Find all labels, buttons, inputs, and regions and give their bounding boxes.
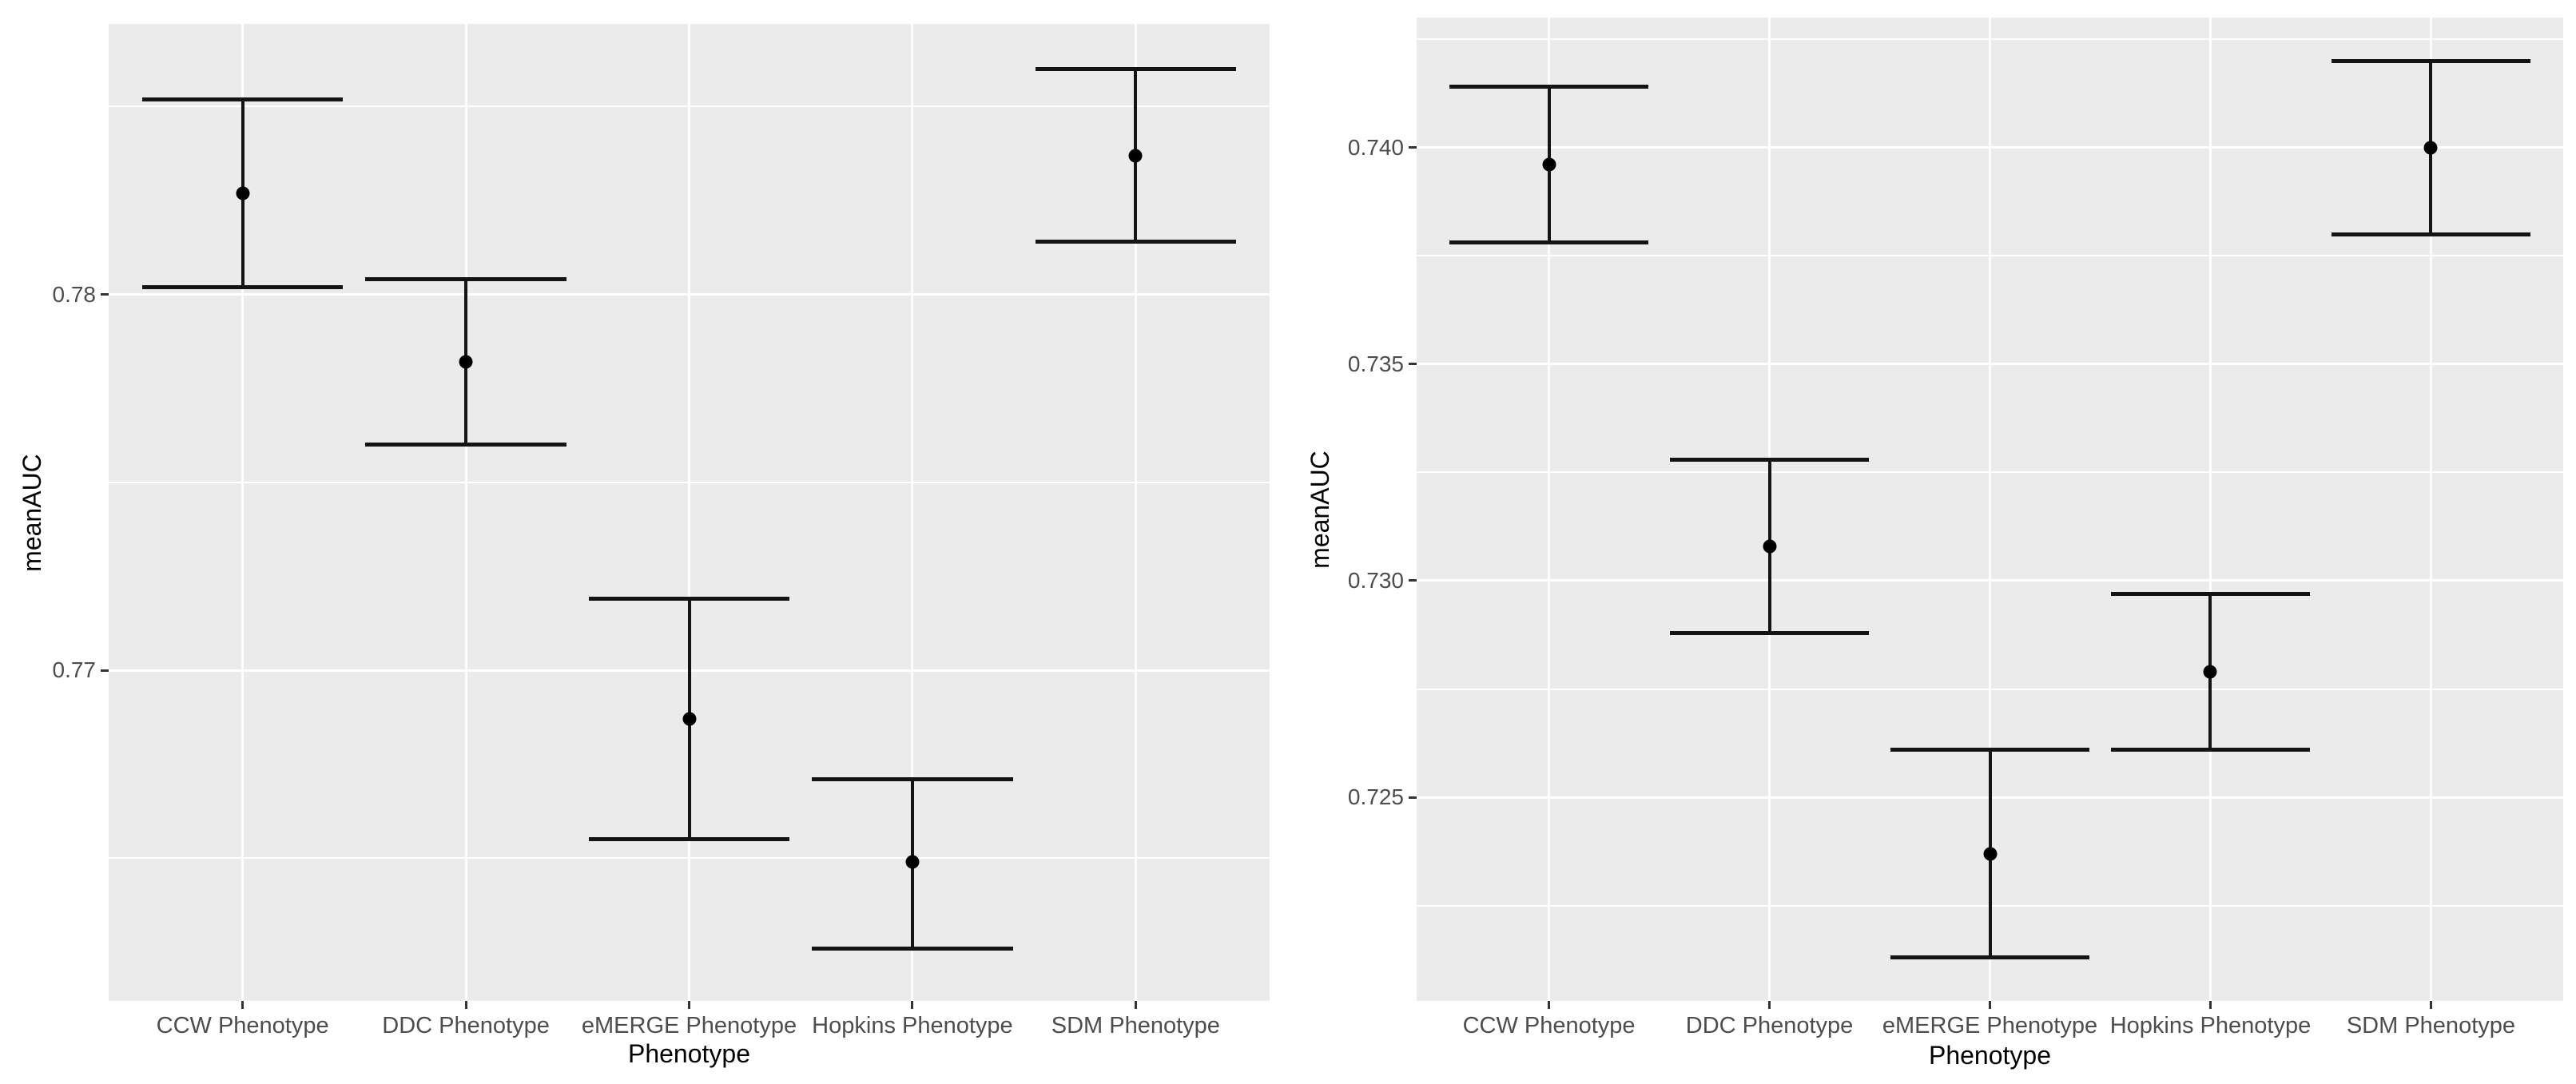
mean-point [905, 855, 920, 869]
error-bar-upper-cap [1035, 66, 1237, 71]
y-tick-mark [1409, 796, 1417, 799]
mean-point [682, 712, 696, 726]
error-bar-upper-cap [588, 597, 790, 602]
y-tick-mark [101, 293, 109, 296]
x-tick-mark [911, 1001, 914, 1009]
major-gridline-x [688, 24, 690, 1001]
y-tick-label: 0.77 [52, 657, 97, 683]
x-tick-label: DDC Phenotype [1685, 1013, 1854, 1038]
x-tick-mark [464, 1001, 467, 1009]
major-gridline-x [464, 24, 467, 1001]
mean-point [1542, 157, 1556, 172]
major-gridline-x [2429, 18, 2432, 1001]
major-gridline-x [1548, 18, 1551, 1001]
x-tick-label: DDC Phenotype [382, 1013, 550, 1038]
major-gridline-x [1989, 18, 1991, 1001]
error-bar-lower-cap [365, 443, 566, 447]
x-tick-label: eMERGE Phenotype [1882, 1013, 2098, 1038]
major-gridline-x [1134, 24, 1137, 1001]
mean-point [2203, 665, 2217, 679]
mean-point [1983, 847, 1997, 861]
left-x-axis-title: Phenotype [627, 1039, 751, 1068]
error-bar-lower-cap [2111, 747, 2310, 752]
error-bar-upper-cap [141, 97, 344, 101]
x-tick-mark [1548, 1001, 1551, 1009]
error-bar-lower-cap [141, 284, 344, 289]
x-tick-mark [1989, 1001, 1991, 1009]
error-bar-upper-cap [1890, 747, 2089, 752]
x-tick-label: SDM Phenotype [1051, 1013, 1220, 1038]
x-tick-label: SDM Phenotype [2346, 1013, 2516, 1038]
x-tick-label: Hopkins Phenotype [2109, 1013, 2312, 1038]
mean-point [459, 355, 473, 369]
error-bar-lower-cap [1890, 955, 2089, 960]
y-tick-mark [1409, 363, 1417, 366]
x-tick-label: CCW Phenotype [1462, 1013, 1636, 1038]
major-gridline-x [911, 24, 914, 1001]
x-tick-mark [1134, 1001, 1137, 1009]
x-tick-mark [241, 1001, 244, 1009]
error-bar-upper-cap [2332, 58, 2530, 63]
x-tick-mark [688, 1001, 690, 1009]
y-tick-label: 0.735 [1347, 351, 1404, 376]
major-gridline-x [241, 24, 244, 1001]
y-tick-label: 0.725 [1347, 784, 1404, 810]
error-bar-lower-cap [1035, 240, 1237, 244]
x-tick-mark [2208, 1001, 2212, 1009]
error-bar-lower-cap [1670, 630, 1869, 635]
right-y-axis-title: meanAUC [1306, 450, 1334, 569]
error-bar-upper-cap [812, 776, 1013, 781]
error-bar-lower-cap [812, 946, 1013, 951]
x-tick-label: eMERGE Phenotype [581, 1013, 797, 1038]
mean-point [1763, 539, 1777, 554]
y-tick-label: 0.730 [1347, 567, 1404, 593]
error-bar-upper-cap [1449, 85, 1648, 89]
y-tick-mark [1409, 579, 1417, 582]
x-tick-mark [2429, 1001, 2432, 1009]
error-bar-upper-cap [2111, 591, 2310, 596]
error-bar-lower-cap [1449, 240, 1648, 245]
error-bar-lower-cap [588, 837, 790, 842]
error-bar-lower-cap [2332, 232, 2530, 236]
error-bar-upper-cap [1670, 457, 1869, 462]
x-tick-mark [1768, 1001, 1771, 1009]
mean-point [2423, 141, 2438, 155]
major-gridline-x [2208, 18, 2212, 1001]
y-tick-label: 0.740 [1347, 134, 1404, 160]
y-tick-label: 0.78 [52, 281, 97, 307]
x-tick-label: Hopkins Phenotype [812, 1013, 1013, 1038]
right-x-axis-title: Phenotype [1928, 1041, 2052, 1070]
mean-point [236, 186, 250, 201]
y-tick-mark [1409, 146, 1417, 149]
x-tick-label: CCW Phenotype [156, 1013, 329, 1038]
error-bar-upper-cap [365, 277, 566, 282]
y-tick-mark [101, 669, 109, 672]
mean-point [1128, 149, 1143, 163]
